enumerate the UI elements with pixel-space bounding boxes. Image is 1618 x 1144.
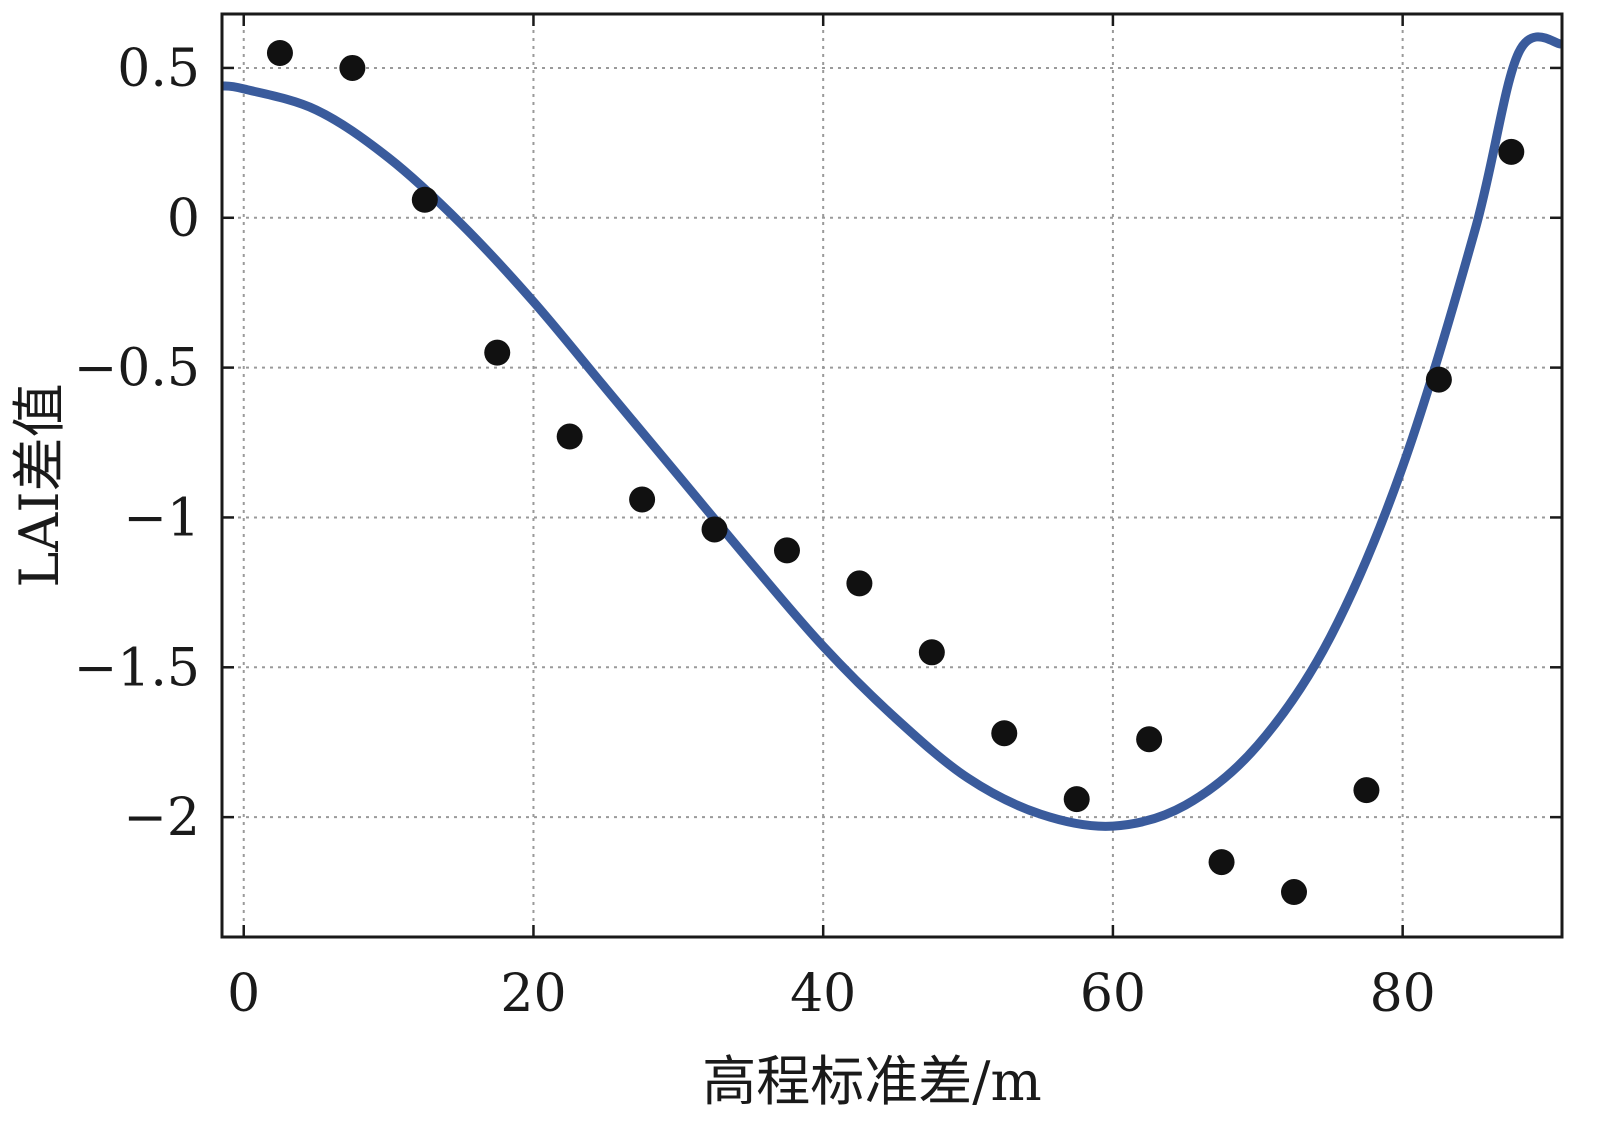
x-tick-label: 60 (1080, 964, 1146, 1024)
y-axis-ticks: 0.5 0 −0.5 −1 −1.5 −2 (74, 39, 1562, 848)
data-point (411, 186, 438, 213)
data-point (1063, 786, 1090, 813)
x-axis-ticks: 0 20 40 60 80 (227, 14, 1436, 1024)
x-tick-label: 0 (227, 964, 260, 1024)
plot-frame (220, 12, 1564, 939)
data-point (1425, 366, 1452, 393)
data-point (846, 570, 873, 597)
x-tick-label: 20 (500, 964, 566, 1024)
x-tick-label: 40 (790, 964, 856, 1024)
data-point (266, 39, 293, 66)
y-tick-label: −1 (123, 488, 200, 548)
fit-curve-layer (222, 32, 1562, 831)
data-point (484, 339, 511, 366)
data-point (918, 639, 945, 666)
grid-lines (222, 14, 1562, 937)
y-tick-label: 0 (167, 189, 200, 249)
x-tick-label: 80 (1370, 964, 1436, 1024)
data-point (629, 486, 656, 513)
y-tick-label: −0.5 (74, 339, 200, 399)
data-point (1498, 138, 1525, 165)
y-tick-label: −1.5 (74, 638, 200, 698)
data-point (556, 423, 583, 450)
data-point (773, 537, 800, 564)
data-point (339, 54, 366, 81)
x-axis-title: 高程标准差/m (702, 1050, 1041, 1113)
fit-curve (222, 32, 1562, 831)
data-point (1136, 726, 1163, 753)
data-point (1353, 777, 1380, 804)
data-point (1281, 879, 1307, 906)
y-axis-title: LAI差值 (8, 383, 71, 587)
y-tick-label: −2 (123, 788, 200, 848)
data-point (1208, 849, 1235, 876)
y-tick-label: 0.5 (117, 39, 200, 99)
data-point (991, 720, 1018, 747)
scatter-points-layer (266, 39, 1525, 906)
data-point (701, 516, 728, 543)
